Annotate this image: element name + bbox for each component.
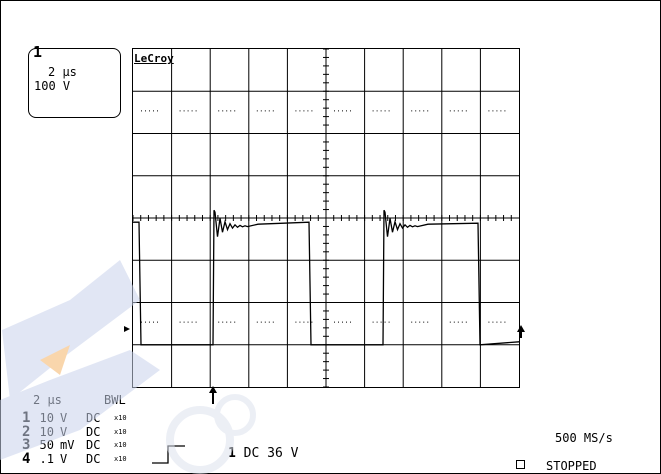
- zoom-volts: 100 V: [34, 79, 71, 93]
- trigger-level-arrow-icon: [517, 325, 525, 338]
- zoom-timebase: 2 μs: [48, 65, 77, 79]
- trigger-position-arrow-icon: [209, 386, 217, 404]
- channel-row[interactable]: 4 .1 V DC x10: [22, 450, 127, 467]
- trigger-slope-icon: [152, 445, 185, 464]
- acquisition-status: STOPPED: [546, 459, 597, 473]
- zoom-info-box[interactable]: [28, 48, 121, 118]
- timebase-readout: 2 μs: [33, 393, 62, 407]
- channel-row[interactable]: 3 50 mV DC x10: [22, 437, 127, 453]
- zoom-channel-marker: 1: [33, 43, 43, 61]
- channel-row[interactable]: 1 10 V DC x10: [22, 410, 127, 426]
- bwl-indicator: BWL: [104, 393, 126, 407]
- center-axis-ticks: [132, 48, 512, 388]
- channel-row[interactable]: 2 10 V DC x10: [22, 423, 127, 440]
- grid-dotted-rows: [141, 110, 506, 323]
- sample-rate: 500 MS/s: [555, 431, 613, 445]
- channel-1-trace: [133, 209, 520, 346]
- brand-logo: LeCroy: [134, 52, 174, 65]
- trigger-readout: 1 DC 36 V: [228, 446, 299, 461]
- stopped-indicator-icon: [516, 460, 525, 469]
- channel-settings-table: 1 10 V DC x10 2 10 V DC x10 3 50 mV DC x…: [22, 410, 127, 467]
- ground-marker-icon: [124, 326, 130, 332]
